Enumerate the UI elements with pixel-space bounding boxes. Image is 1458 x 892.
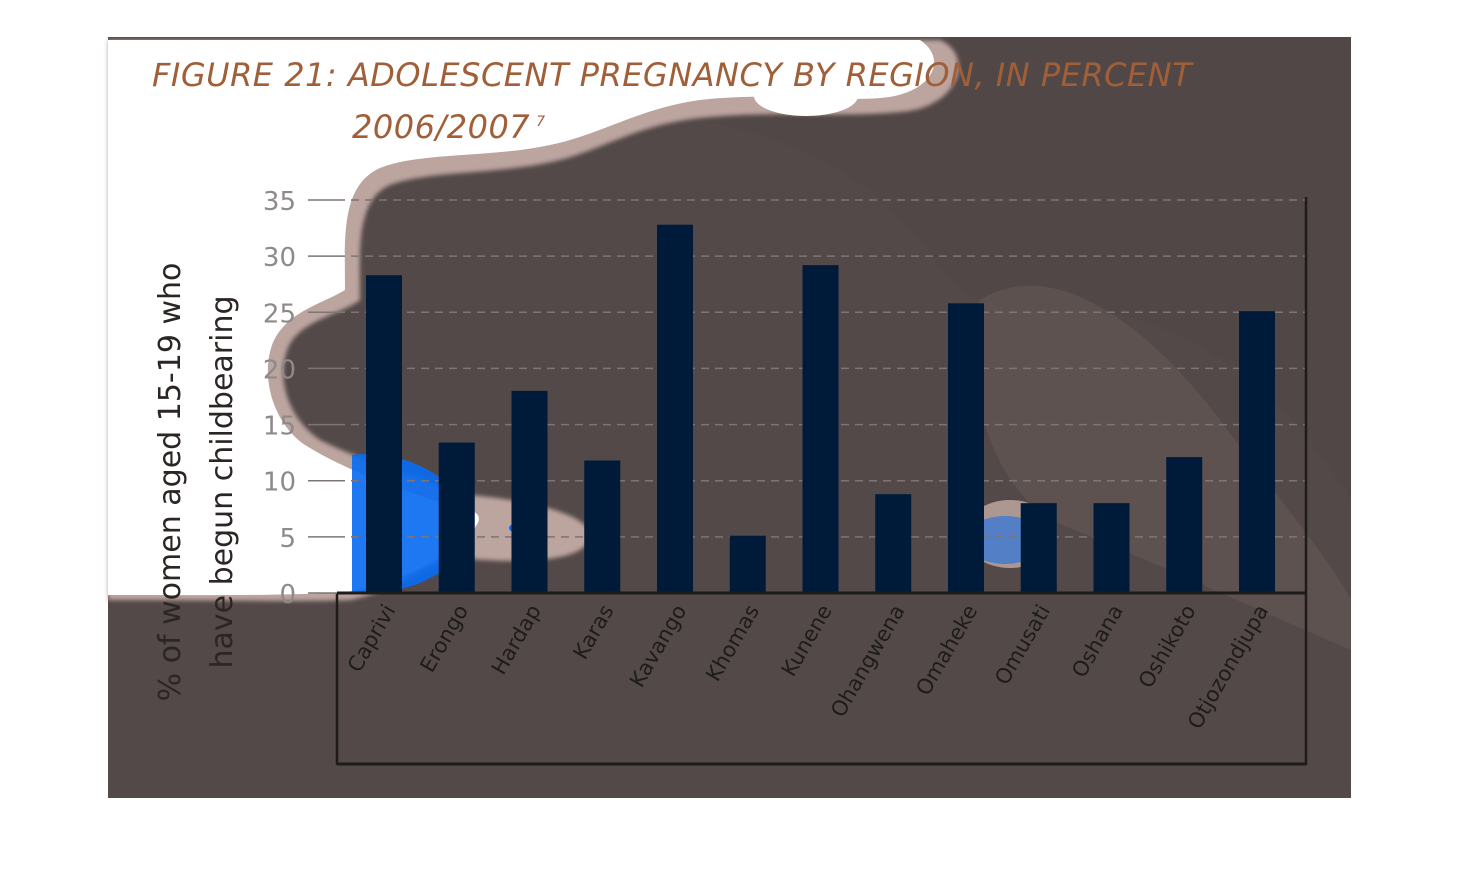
x-tick-label: Otjozondjupa xyxy=(1183,601,1273,734)
x-tick-label: Hardap xyxy=(487,601,546,679)
bar-caprivi xyxy=(366,275,402,593)
x-tick-label: Khomas xyxy=(701,601,764,686)
grid-lines xyxy=(337,199,1306,538)
heat-ring-white xyxy=(108,40,935,596)
x-tick-label: Ohangwena xyxy=(826,601,910,722)
y-tick-label: 10 xyxy=(263,468,296,498)
y-tick-labels: 0 5 10 15 20 25 30 35 xyxy=(263,187,337,610)
x-tick-label: Erongo xyxy=(415,601,473,677)
footnote-marker: 7 xyxy=(536,114,546,131)
bars xyxy=(366,224,1275,593)
x-tick-label: Omaheke xyxy=(911,601,982,700)
bar-ohangwena xyxy=(875,494,912,593)
y-axis-label: % of women aged 15-19 who have begun chi… xyxy=(153,263,240,702)
y-tick-label: 30 xyxy=(263,243,296,273)
y-axis-label-line-2: have begun childbearing xyxy=(205,295,240,668)
bar-hardap xyxy=(511,390,548,593)
x-tick-label: Kavango xyxy=(625,601,691,692)
y-tick-label: 25 xyxy=(263,299,296,329)
bar-oshikoto xyxy=(1166,457,1203,593)
x-tick-label: Omusati xyxy=(990,601,1055,689)
y-tick-label: 35 xyxy=(263,187,296,217)
y-axis-label-line-1: % of women aged 15-19 who xyxy=(153,263,188,702)
chart-title: FIGURE 21: ADOLESCENT PREGNANCY BY REGIO… xyxy=(152,56,1193,94)
bar-otjozondjupa xyxy=(1239,311,1275,593)
heat-spot-white xyxy=(754,76,858,116)
x-tick-label: Karas xyxy=(568,601,618,664)
bar-erongo xyxy=(438,442,475,593)
bar-khomas xyxy=(729,535,766,593)
bar-karas xyxy=(584,460,621,593)
bar-kunene xyxy=(802,265,839,593)
y-tick-label: 20 xyxy=(263,355,296,385)
y-tick-label: 0 xyxy=(279,580,296,610)
y-tick-label: 5 xyxy=(279,524,296,554)
bar-oshana xyxy=(1093,503,1130,593)
heat-fog-region xyxy=(108,98,1351,798)
bar-omaheke xyxy=(948,303,984,593)
bar-omusati xyxy=(1020,503,1057,593)
x-tick-label: Caprivi xyxy=(343,601,401,677)
axes xyxy=(335,197,1308,766)
x-tick-label: Oshikoto xyxy=(1134,601,1201,693)
chart-subtitle: 2006/2007 7 xyxy=(352,108,546,146)
x-tick-labels: Caprivi Erongo Hardap Karas Kavango Khomas Kun… xyxy=(343,601,1274,734)
x-tick-label: Kunene xyxy=(777,601,837,681)
x-tick-label: Oshana xyxy=(1067,601,1128,682)
y-tick-label: 15 xyxy=(263,412,296,442)
bar-kavango xyxy=(657,224,693,593)
chart-subtitle-years: 2006/2007 xyxy=(352,108,531,146)
